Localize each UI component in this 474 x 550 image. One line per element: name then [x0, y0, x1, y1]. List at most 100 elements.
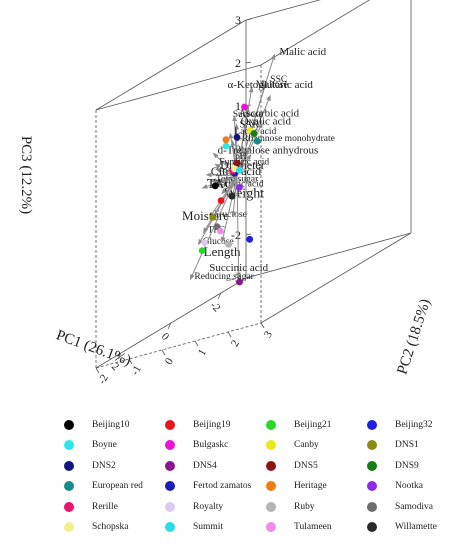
legend-item: DNS9 [367, 459, 464, 473]
box-edge [245, 232, 412, 279]
legend-marker [165, 420, 175, 430]
y-tick [194, 340, 199, 347]
loading-arrow [210, 175, 238, 183]
sample-point [222, 142, 230, 150]
legend-marker [367, 460, 377, 471]
sample-point [253, 137, 261, 145]
sample-points [198, 103, 261, 286]
box-edge [95, 322, 262, 369]
legend-label: European red [92, 481, 143, 492]
legend-item: Summit [165, 520, 266, 534]
loading-label: α-Ketoglutaric acid [227, 79, 313, 91]
legend-label: Schopska [92, 521, 129, 532]
legend-label: DNS1 [395, 440, 419, 451]
legend-label: Nootka [395, 481, 423, 492]
legend-item: Royalty [165, 500, 266, 514]
legend-item: Beijing32 [367, 418, 464, 432]
legend-item: Heritage [266, 479, 367, 493]
legend-marker [367, 440, 377, 451]
legend-label: Beijing21 [294, 420, 332, 430]
legend-label: DNS9 [395, 460, 419, 471]
legend-item: Canby [266, 438, 367, 452]
legend-label: Samodiva [395, 501, 433, 512]
sample-point [241, 103, 248, 111]
loading-label: Malic acid [279, 46, 326, 58]
legend-label: Fertod zamatos [193, 481, 252, 492]
legend-item: Samodiva [367, 500, 464, 514]
loading-label: SAR [240, 119, 260, 130]
legend-item: Bulgaskc [165, 438, 266, 452]
legend-marker [367, 501, 377, 512]
z-tick-label: 2 [235, 56, 241, 70]
loading-label: Glucose [203, 237, 234, 247]
sample-point [236, 278, 243, 286]
legend-item: Boyne [64, 438, 165, 452]
legend-item: Rerille [64, 500, 165, 514]
sample-point [225, 241, 233, 248]
z-tick [245, 18, 252, 21]
x-tick [117, 352, 122, 360]
legend-item: Fertod zamatos [165, 479, 266, 493]
box-edge [95, 19, 247, 111]
legend-marker [266, 440, 276, 451]
legend-label: DNS4 [193, 460, 217, 471]
loading-label: Fructose [214, 210, 247, 220]
legend-item: Willamette [367, 520, 464, 534]
loading-label: l-Rhamnose monohydrate [236, 134, 334, 144]
loading-arrow [236, 175, 242, 279]
legend-marker [266, 420, 276, 430]
y-tick-label: 0 [163, 356, 176, 367]
loading-label: Length [204, 244, 241, 259]
loading-label: Fumaric acid [219, 157, 269, 167]
loading-arrow [198, 175, 238, 246]
loading-label: Reducing sugar [194, 272, 254, 282]
z-tick [245, 233, 252, 236]
legend-label: Boyne [92, 440, 117, 451]
y-tick [227, 331, 232, 338]
loading-label: TPC [208, 226, 225, 236]
legend-item: European red [64, 479, 165, 493]
x-tick-label: 0 [159, 331, 172, 344]
legend-label: Beijing10 [92, 420, 130, 430]
legend: Beijing10 Beijing19 Beijing21 Beijing32 Boyn… [64, 418, 464, 534]
sample-point [246, 235, 254, 243]
legend-marker [266, 501, 276, 512]
legend-label: Tulameen [294, 521, 332, 532]
legend-label: Willamette [395, 521, 437, 532]
z-axis-label: PC3 (12.2%) [18, 136, 34, 214]
legend-marker [165, 481, 175, 492]
sample-point [211, 182, 219, 190]
y-tick-label: 1 [196, 347, 209, 358]
legend-item: Beijing19 [165, 418, 266, 432]
z-tick [245, 190, 252, 193]
legend-marker [367, 481, 377, 492]
legend-item: DNS5 [266, 459, 367, 473]
z-tick-label: 3 [235, 13, 241, 27]
sample-point [209, 214, 217, 221]
legend-marker [367, 521, 377, 532]
y-tick-label: -2 [96, 373, 111, 387]
loading-label: Ascorbic acid [238, 107, 299, 119]
sample-point [228, 192, 236, 200]
sample-point [236, 166, 243, 174]
y-tick [260, 322, 265, 329]
z-tick-label: -3 [231, 271, 241, 285]
z-tick [245, 61, 252, 64]
box-edge [245, 0, 321, 21]
loading-label: Oxalic acid [241, 116, 292, 128]
legend-marker [266, 460, 276, 471]
legend-marker [64, 521, 74, 532]
x-tick-label: -2 [208, 299, 223, 314]
loading-arrow [205, 172, 238, 178]
legend-label: Ruby [294, 501, 315, 512]
sample-point [250, 130, 258, 137]
legend-marker [64, 481, 74, 492]
loading-label: Moisture [182, 208, 229, 223]
legend-label: DNS2 [92, 460, 116, 471]
y-axis-label: PC2 (18.5%) [394, 297, 433, 376]
legend-item: Nootka [367, 479, 464, 493]
sample-point [198, 247, 206, 255]
loading-label: Succinic acid [209, 262, 268, 274]
z-tick-label: 0 [235, 142, 241, 156]
sample-point [201, 239, 208, 247]
